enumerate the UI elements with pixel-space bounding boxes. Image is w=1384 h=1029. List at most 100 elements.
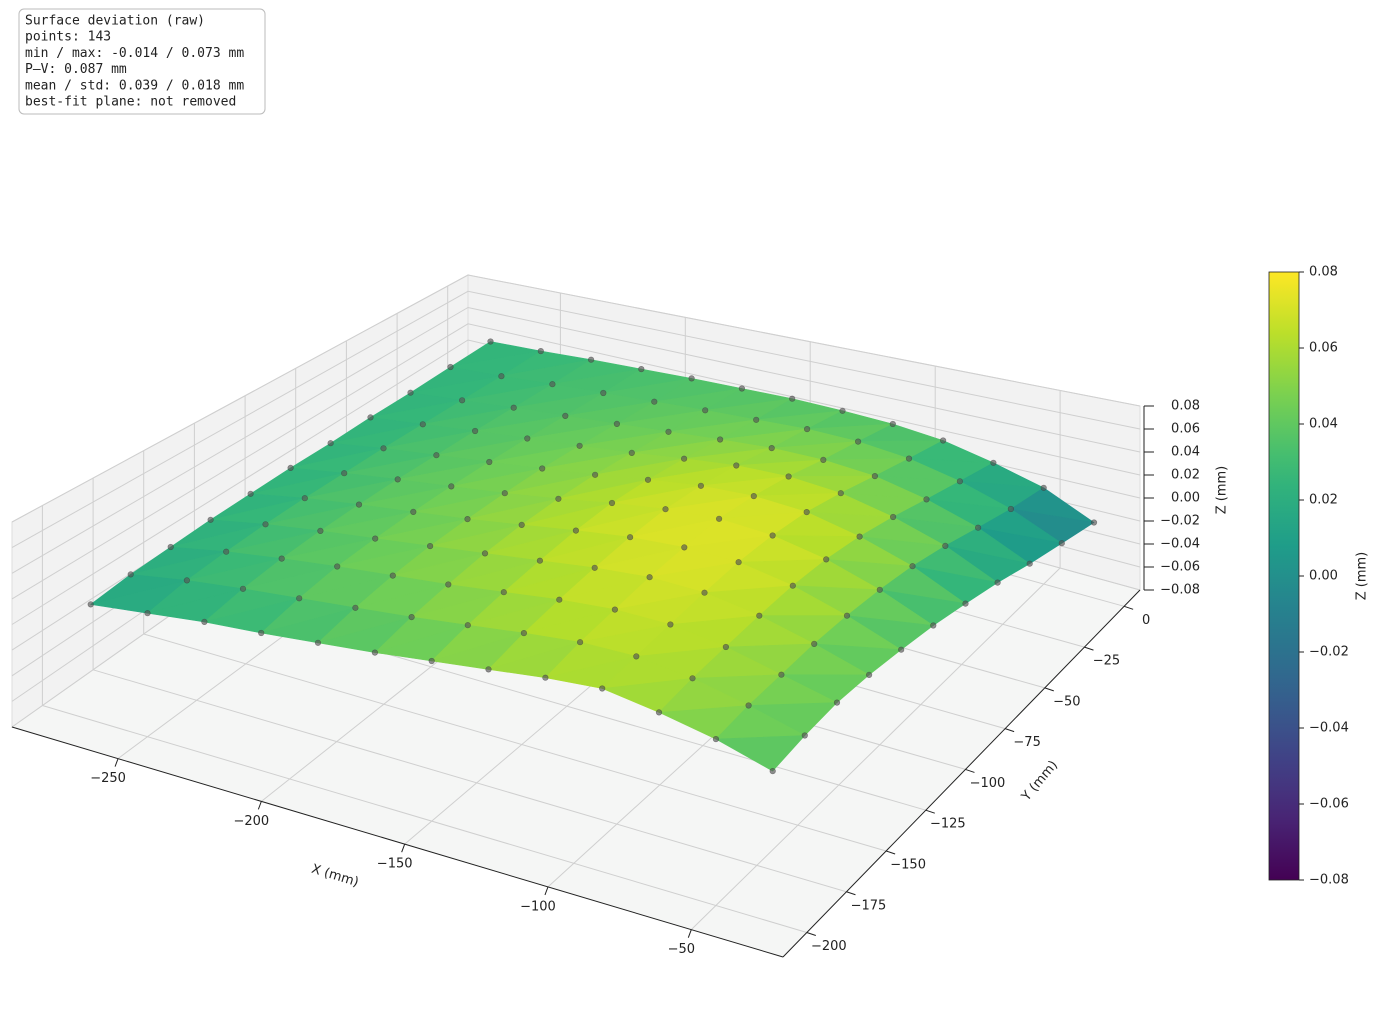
x-axis (11, 726, 784, 958)
data-point (733, 462, 740, 469)
data-point (1058, 540, 1065, 547)
data-point (811, 640, 818, 648)
data-point (537, 348, 544, 355)
data-point (909, 563, 916, 570)
data-point (501, 490, 508, 497)
data-point (144, 610, 151, 617)
data-point (712, 735, 720, 743)
data-point (738, 385, 746, 392)
colorbar-tick-label: 0.02 (1309, 493, 1338, 508)
x-tick (687, 929, 692, 938)
y-tick (925, 809, 935, 814)
y-tick-label: −200 (811, 939, 847, 954)
x-tick (401, 843, 406, 853)
data-point (923, 496, 930, 503)
data-point (472, 427, 479, 435)
data-point (608, 499, 616, 507)
data-point (994, 579, 1001, 586)
y-tick (806, 932, 816, 937)
x-tick-label: −150 (377, 857, 413, 872)
y-tick-label: 0 (1142, 613, 1150, 628)
y-tick (1084, 646, 1094, 651)
data-point (327, 440, 334, 447)
data-point (167, 543, 174, 551)
data-point (644, 476, 652, 483)
data-point (871, 473, 879, 480)
y-axis (782, 589, 1141, 958)
data-point (745, 702, 752, 709)
data-point (628, 449, 635, 457)
data-point (278, 555, 285, 562)
data-point (380, 445, 387, 452)
data-point (753, 416, 760, 423)
info-line: best-fit plane: not removed (25, 95, 236, 110)
info-line: mean / std: 0.039 / 0.018 mm (25, 78, 244, 93)
data-point (485, 666, 492, 673)
colorbar-ramp (1268, 271, 1300, 881)
data-point (865, 671, 873, 679)
colorbar-tick-label: 0.00 (1309, 569, 1338, 584)
y-tick (1044, 687, 1054, 692)
data-point (646, 574, 653, 581)
data-point (510, 404, 517, 411)
data-point (371, 649, 379, 656)
colorbar-tick-label: −0.08 (1309, 873, 1349, 888)
colorbar-tick-label: −0.06 (1309, 797, 1349, 812)
data-point (716, 436, 724, 443)
data-point (486, 458, 493, 466)
y-tick-label: −125 (930, 817, 966, 832)
data-point (1007, 505, 1015, 513)
x-tick-label: −100 (520, 899, 556, 914)
data-point (352, 604, 359, 611)
data-point (722, 643, 730, 651)
info-line: P—V: 0.087 mm (25, 62, 127, 77)
data-point (638, 366, 645, 373)
data-point (549, 381, 556, 388)
data-point (626, 534, 634, 541)
grid-line (11, 274, 1141, 523)
data-point (394, 476, 401, 483)
data-point (600, 389, 607, 397)
x-axis-label: X (mm) (310, 862, 361, 891)
data-point (287, 464, 294, 472)
z-tick-label: 0.04 (1171, 445, 1200, 460)
data-point (539, 465, 546, 472)
data-point (520, 629, 528, 637)
data-point (942, 542, 949, 550)
data-point (447, 363, 454, 371)
x-tick-label: −50 (668, 942, 695, 957)
data-point (464, 515, 471, 523)
data-point (655, 709, 663, 716)
x-tick (257, 801, 262, 810)
data-point (314, 639, 322, 646)
data-point (389, 572, 396, 579)
data-point (769, 767, 776, 775)
surface (87, 338, 1098, 775)
data-point (820, 456, 827, 464)
data-point (735, 559, 742, 566)
data-point (367, 414, 374, 421)
data-point (201, 618, 208, 626)
data-point (613, 420, 621, 428)
data-point (464, 622, 471, 629)
data-point (556, 596, 563, 603)
data-point (839, 407, 846, 414)
data-point (769, 532, 776, 539)
data-point (419, 421, 426, 428)
data-point (591, 471, 599, 478)
data-point (843, 612, 851, 619)
data-point (789, 395, 796, 402)
data-point (697, 482, 705, 489)
data-point (410, 508, 417, 516)
data-point (572, 527, 580, 534)
data-point (87, 601, 94, 608)
data-point (688, 375, 695, 382)
data-point (789, 582, 796, 589)
data-point (317, 527, 324, 535)
y-tick (1123, 605, 1134, 610)
data-point (408, 613, 415, 621)
data-point (876, 586, 883, 593)
data-point (407, 389, 414, 396)
data-point (127, 571, 134, 578)
